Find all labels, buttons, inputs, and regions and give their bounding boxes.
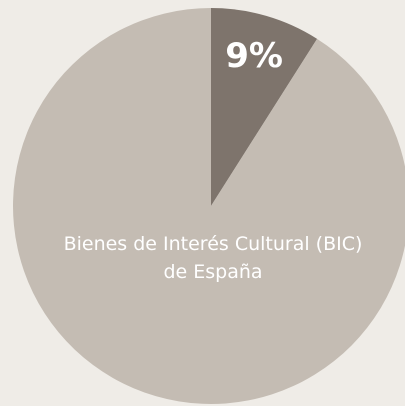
pie-slice bbox=[211, 8, 318, 206]
pie-slice bbox=[13, 8, 405, 404]
slice-value-label: 9% bbox=[225, 36, 283, 76]
slice-category-label: Bienes de Interés Cultural (BIC) de Espa… bbox=[63, 233, 363, 283]
